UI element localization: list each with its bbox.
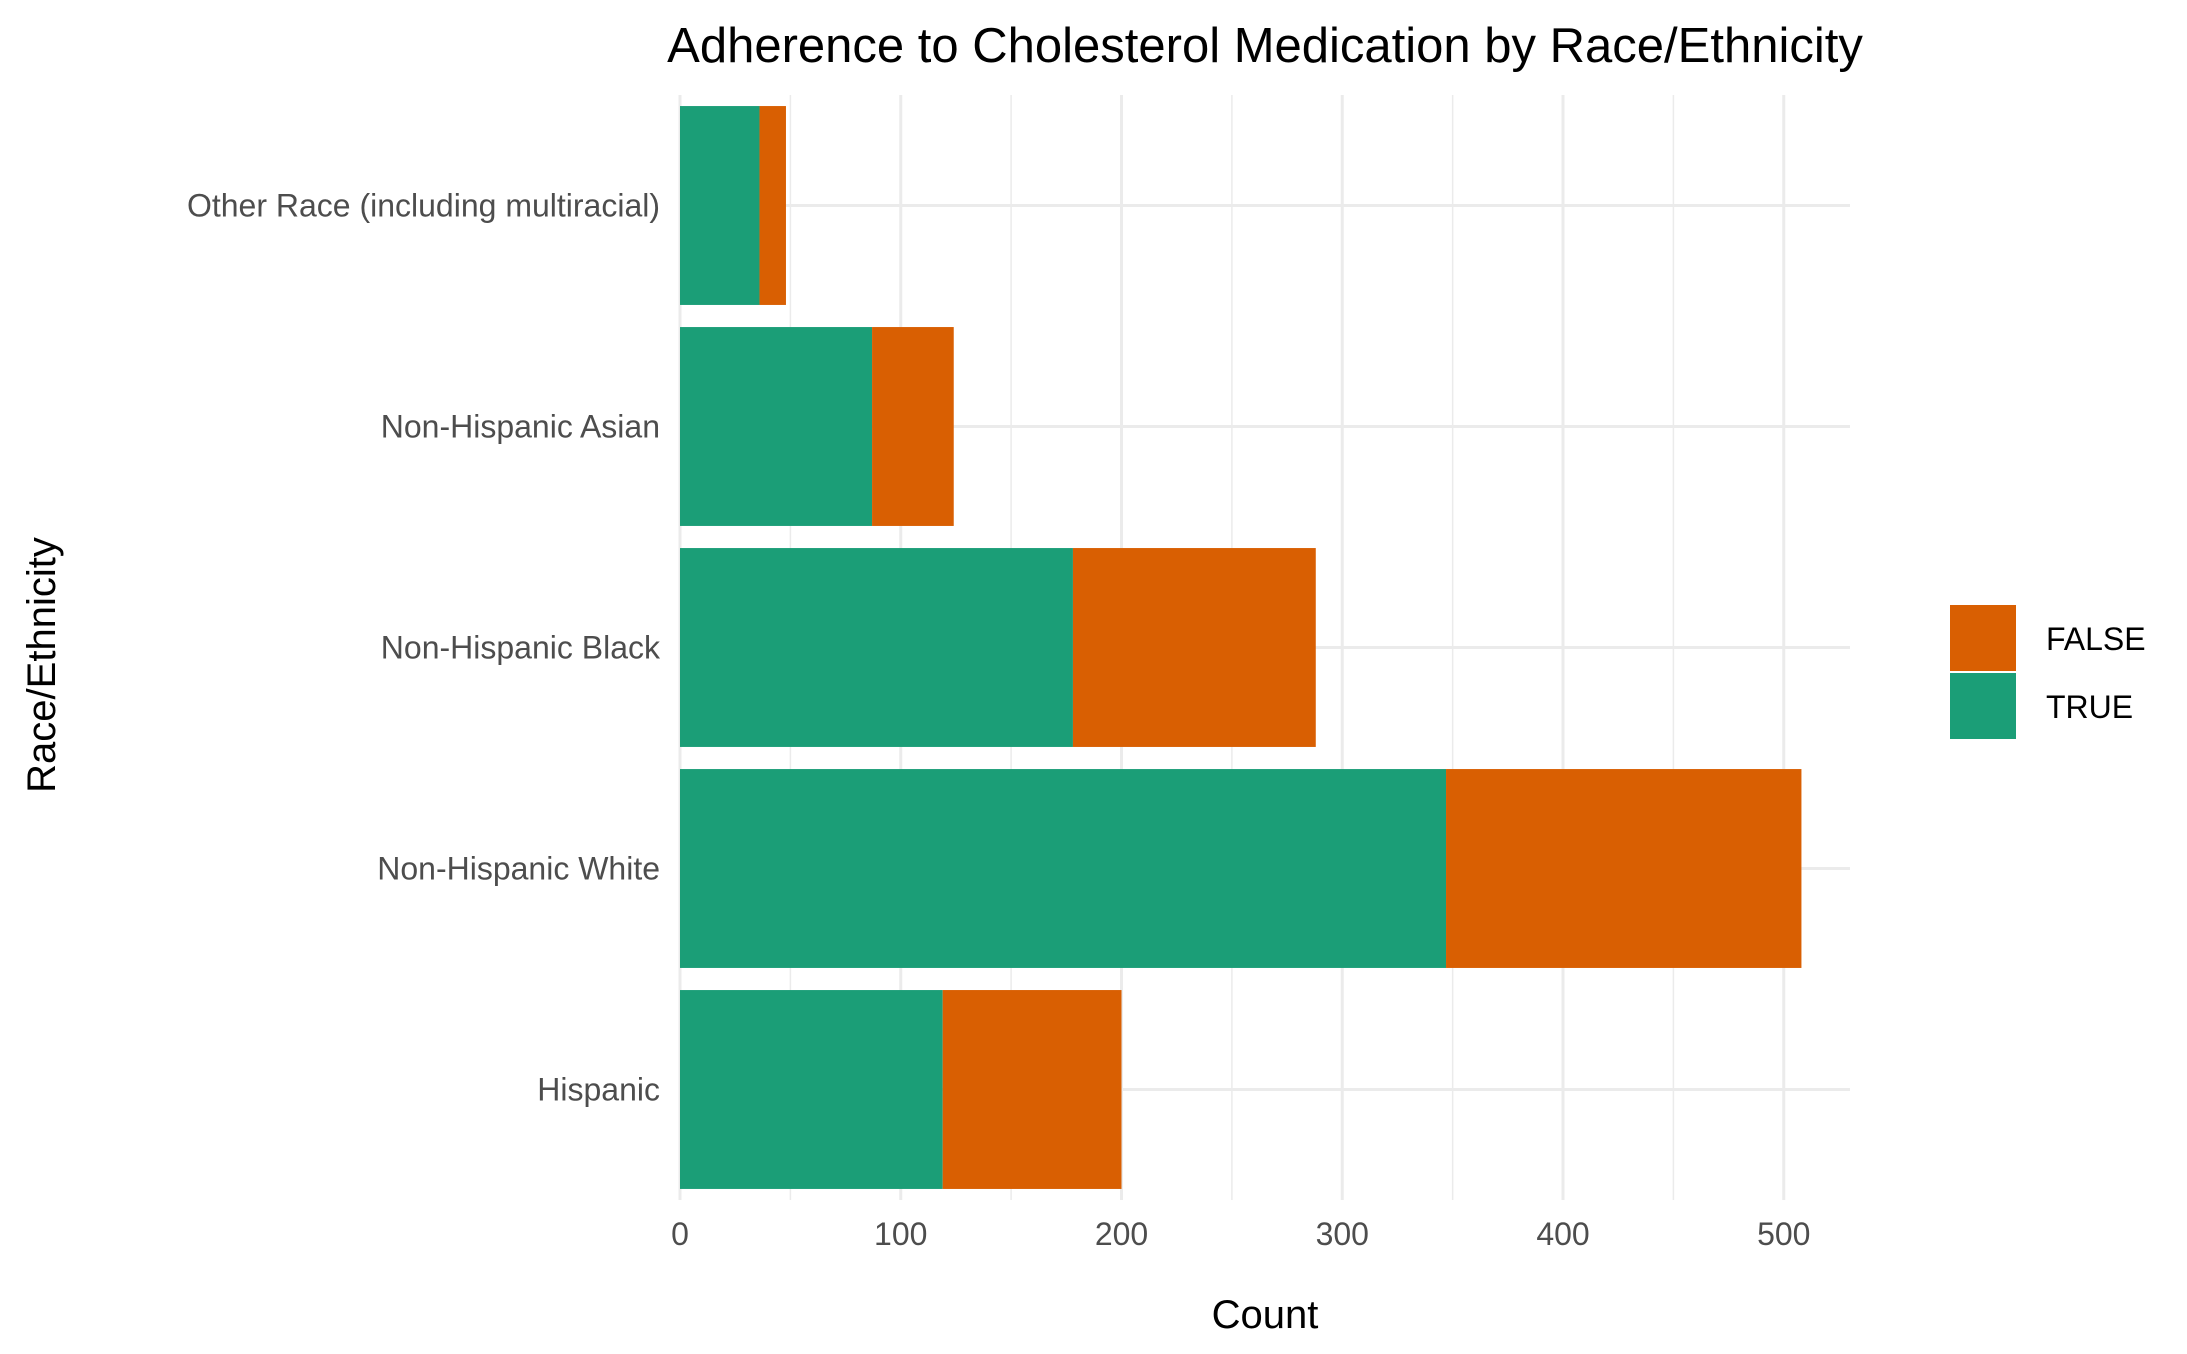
legend-swatch-false [1950, 605, 2016, 671]
x-tick-label: 400 [1536, 1216, 1589, 1252]
x-tick-label: 100 [874, 1216, 927, 1252]
x-tick-label: 200 [1095, 1216, 1148, 1252]
bar-false-non-hispanic-black [1072, 548, 1316, 747]
bar-true-other-race-including-multiracial- [680, 106, 760, 305]
y-tick-label: Non-Hispanic Black [381, 630, 661, 666]
legend-label-true: TRUE [2046, 689, 2133, 725]
bars [680, 106, 1802, 1189]
bar-true-non-hispanic-white [680, 769, 1447, 968]
x-tick-label: 300 [1316, 1216, 1369, 1252]
bar-false-non-hispanic-asian [872, 327, 954, 526]
y-tick-label: Hispanic [537, 1072, 660, 1108]
bar-true-hispanic [680, 990, 943, 1189]
bar-false-hispanic [942, 990, 1122, 1189]
bar-true-non-hispanic-black [680, 548, 1073, 747]
legend: FALSE TRUE [1950, 605, 2146, 739]
y-tick-label: Other Race (including multiracial) [187, 188, 660, 224]
bar-false-other-race-including-multiracial- [759, 106, 786, 305]
axes: Hispanic Non-Hispanic White Non-Hispanic B… [187, 188, 1811, 1253]
x-tick-label: 0 [671, 1216, 689, 1252]
bar-false-non-hispanic-white [1446, 769, 1802, 968]
y-tick-label: Non-Hispanic Asian [381, 409, 660, 445]
legend-label-false: FALSE [2046, 621, 2146, 657]
legend-swatch-true [1950, 673, 2016, 739]
bar-true-non-hispanic-asian [680, 327, 873, 526]
chart-title: Adherence to Cholesterol Medication by R… [667, 19, 1863, 73]
y-axis-title: Race/Ethnicity [20, 537, 64, 793]
x-tick-label: 500 [1757, 1216, 1810, 1252]
x-axis-title: Count [1212, 1293, 1319, 1337]
y-tick-label: Non-Hispanic White [377, 851, 660, 887]
